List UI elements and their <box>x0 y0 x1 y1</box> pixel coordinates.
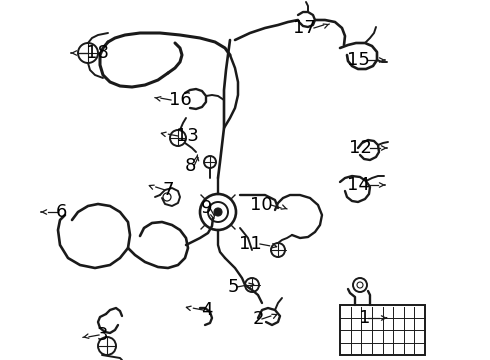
Text: 3: 3 <box>97 326 108 344</box>
Text: 15: 15 <box>347 51 370 69</box>
Text: 12: 12 <box>349 139 372 157</box>
Text: 2: 2 <box>252 310 264 328</box>
Text: 5: 5 <box>227 278 239 296</box>
Text: 7: 7 <box>163 181 174 199</box>
Text: 6: 6 <box>56 203 67 221</box>
Text: 8: 8 <box>185 157 196 175</box>
Text: 13: 13 <box>176 127 199 145</box>
Circle shape <box>214 208 222 216</box>
Text: 16: 16 <box>169 91 192 109</box>
Text: 17: 17 <box>293 19 316 37</box>
Text: 18: 18 <box>86 44 109 62</box>
Text: 11: 11 <box>239 235 262 253</box>
Text: 1: 1 <box>359 309 370 327</box>
Text: 4: 4 <box>201 301 213 319</box>
Text: 9: 9 <box>200 199 212 217</box>
Text: 10: 10 <box>250 196 273 214</box>
Text: 14: 14 <box>347 176 370 194</box>
Bar <box>340 305 425 355</box>
